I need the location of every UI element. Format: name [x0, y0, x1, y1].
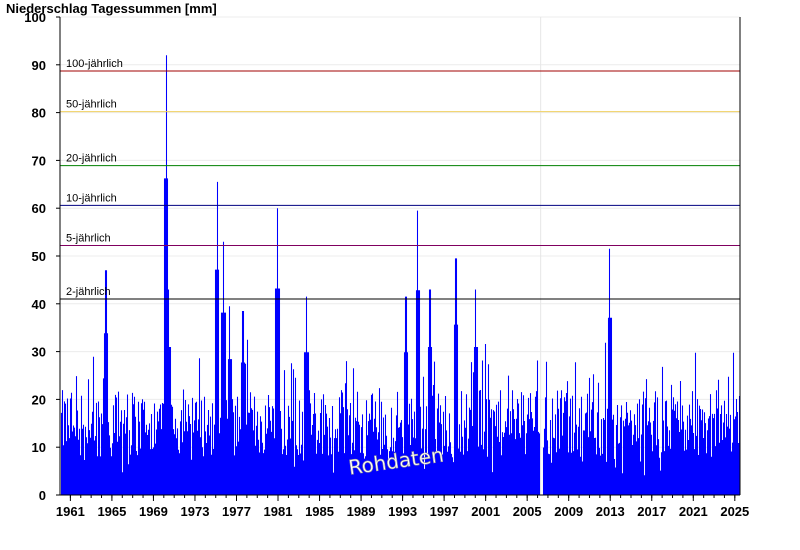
reference-line-label: 5-jährlich	[66, 232, 111, 244]
x-tick-label: 2005	[513, 504, 542, 519]
reference-lines: 100-jährlich 50-jährlich 20-jährlich 10-jäh…	[60, 58, 740, 300]
reference-line-label: 10-jährlich	[66, 192, 117, 204]
x-tick-label: 2013	[596, 504, 625, 519]
axes	[56, 16, 741, 501]
reference-line-label: 100-jährlich	[66, 58, 123, 70]
y-tick-label: 80	[32, 106, 46, 121]
y-tick-label: 40	[32, 297, 46, 312]
y-tick-label: 100	[24, 10, 46, 25]
precipitation-bars	[60, 55, 741, 495]
x-tick-label: 1985	[305, 504, 334, 519]
y-tick-label: 10	[32, 440, 46, 455]
y-tick-label: 0	[39, 488, 46, 503]
x-tick-label: 1977	[222, 504, 251, 519]
x-tick-label: 2001	[471, 504, 500, 519]
x-tick-label: 1969	[139, 504, 168, 519]
bars	[60, 55, 741, 495]
y-tick-label: 30	[32, 345, 46, 360]
y-tick-label: 50	[32, 249, 46, 264]
chart-title: Niederschlag Tagessummen [mm]	[6, 1, 217, 16]
x-tick-label: 1981	[264, 504, 293, 519]
x-tick-label: 1989	[347, 504, 376, 519]
x-tick-label: 2021	[679, 504, 708, 519]
y-tick-label: 70	[32, 153, 46, 168]
y-tick-label: 20	[32, 392, 46, 407]
x-tick-label: 2009	[554, 504, 583, 519]
reference-line-label: 2-jährlich	[66, 286, 111, 298]
reference-line-label: 50-jährlich	[66, 99, 117, 111]
y-tick-label: 60	[32, 201, 46, 216]
x-tick-label: 1993	[388, 504, 417, 519]
y-tick-label: 90	[32, 58, 46, 73]
x-tick-label: 1997	[430, 504, 459, 519]
reference-line-label: 20-jährlich	[66, 153, 117, 165]
x-tick-label: 1965	[97, 504, 126, 519]
x-tick-label: 2025	[720, 504, 749, 519]
x-tick-label: 1973	[181, 504, 210, 519]
x-tick-label: 1961	[56, 504, 85, 519]
x-tick-label: 2017	[637, 504, 666, 519]
